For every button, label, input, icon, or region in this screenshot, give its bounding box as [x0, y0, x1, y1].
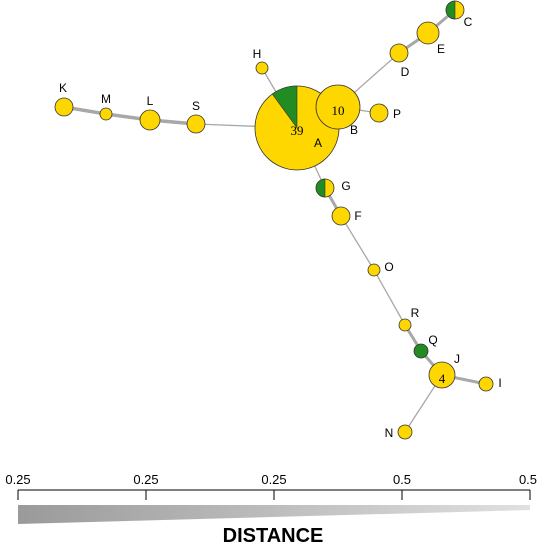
- node-f: F: [331, 206, 362, 226]
- node-d: D: [389, 43, 410, 79]
- node-c: C: [445, 0, 473, 29]
- node-d-label: D: [401, 65, 410, 79]
- edge-f-o: [340, 215, 375, 271]
- node-b-count: 10: [332, 103, 345, 118]
- node-f-circle: [331, 206, 351, 226]
- node-m: M: [99, 92, 113, 121]
- node-s-label: S: [192, 99, 200, 113]
- node-i-circle: [478, 376, 494, 392]
- node-h-label: H: [253, 47, 262, 61]
- scale-tick-label-3: 0.25: [261, 472, 286, 487]
- node-a-green-slice: [271, 85, 298, 129]
- node-g: G: [315, 178, 351, 198]
- network-edges: [63, 8, 487, 433]
- node-l: L: [139, 94, 161, 131]
- node-o-label: O: [384, 260, 393, 274]
- node-r-label: R: [411, 306, 420, 320]
- node-j-label: J: [454, 352, 460, 366]
- node-d-circle: [389, 43, 409, 63]
- network-nodes: 39 A 10 B C D E F G H I 4J K L M N O P QR S: [54, 0, 502, 440]
- node-n-circle: [397, 424, 413, 440]
- node-e-label: E: [437, 42, 445, 56]
- node-i: I: [478, 376, 502, 392]
- node-b: 10 B: [315, 84, 361, 137]
- node-j-circle: [428, 361, 456, 389]
- distance-title: DISTANCE: [223, 525, 324, 547]
- distance-scale: 0.25 0.25 0.25 0.5 0.5 DISTANCE: [5, 472, 537, 547]
- node-q-circle: [413, 343, 429, 359]
- node-s: S: [186, 99, 206, 134]
- node-s-circle: [186, 114, 206, 134]
- node-o: O: [367, 260, 394, 277]
- scale-tick-label-1: 0.25: [5, 472, 30, 487]
- node-a-label: A: [314, 136, 322, 150]
- edge-o-r: [373, 269, 406, 326]
- node-j: 4J: [428, 352, 460, 389]
- node-k-label: K: [59, 81, 67, 95]
- node-m-circle: [99, 107, 113, 121]
- node-f-label: F: [354, 209, 361, 223]
- node-g-label: G: [341, 179, 350, 193]
- node-n-label: N: [385, 426, 394, 440]
- node-g-green-slice: [315, 178, 326, 198]
- node-c-label: C: [464, 15, 473, 29]
- node-k: K: [54, 81, 74, 117]
- node-r-circle: [398, 318, 412, 332]
- node-c-green-slice: [445, 0, 456, 20]
- node-e-circle: [416, 21, 440, 45]
- node-l-circle: [139, 109, 161, 131]
- node-m-label: M: [101, 92, 111, 106]
- node-r: R: [398, 306, 420, 332]
- scale-tick-label-5: 0.5: [519, 472, 537, 487]
- node-k-circle: [54, 97, 74, 117]
- node-j-count: 4: [439, 371, 446, 386]
- node-p-label: P: [393, 107, 401, 121]
- node-h-circle: [255, 61, 269, 75]
- node-p: P: [369, 103, 401, 123]
- scale-tick-label-4: 0.5: [393, 472, 411, 487]
- node-b-circle: [315, 84, 361, 130]
- distance-gradient-wedge: [18, 505, 530, 524]
- node-o-circle: [367, 263, 381, 277]
- node-a-count: 39: [291, 123, 304, 138]
- node-q: Q: [413, 333, 438, 359]
- node-h: H: [253, 47, 269, 75]
- node-q-label: Q: [428, 333, 437, 347]
- scale-tick-label-2: 0.25: [133, 472, 158, 487]
- node-n: N: [385, 424, 413, 440]
- node-p-circle: [369, 103, 389, 123]
- node-i-label: I: [498, 376, 501, 390]
- node-e: E: [416, 21, 445, 56]
- node-b-label: B: [350, 123, 358, 137]
- node-l-label: L: [147, 94, 154, 108]
